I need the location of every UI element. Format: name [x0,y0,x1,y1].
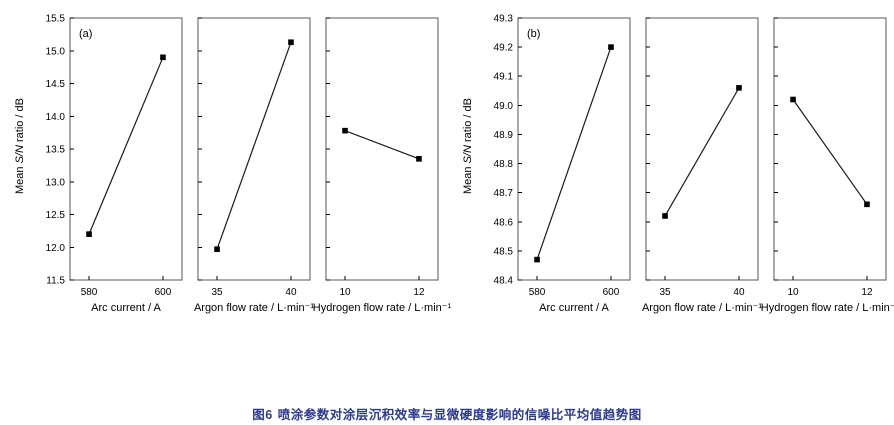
data-point [86,231,92,237]
plot-frame [517,17,631,281]
x-tick-label: 10 [787,287,799,298]
plot-frame [197,17,311,281]
chart-panel: 35 40 Argon flow rate / L·min⁻¹ [642,17,762,314]
caption-number: 图6 [252,408,273,422]
panels-b: 48.4 48.5 48.6 48.7 48.8 48.9 49.0 49.1 49.2 49.3… [476,12,894,320]
x-tick-label: 600 [603,287,620,298]
figure-caption: 图6 喷涂参数对涂层沉积效率与显微硬度影响的信噪比平均值趋势图 [0,404,894,423]
main-effects-figure: Mean S/N ratio / dB 11.5 12.0 12.5 13.0 13.5… [12,12,894,320]
y-tick-label: 13.0 [46,177,66,188]
data-point [662,213,668,219]
plot-frame [645,17,759,281]
x-tick-label: 35 [659,287,671,298]
plot-frame [773,17,887,281]
y-tick-label: 12.0 [46,243,66,254]
y-tick-label: 15.0 [46,46,66,57]
chart-panel: 10 12 Hydrogen flow rate / L·min⁻¹ [761,17,894,314]
data-line [536,46,612,260]
data-point [534,256,540,263]
chart-panel: 11.5 12.0 12.5 13.0 13.5 14.0 14.5 15.0 15.5 580 6… [46,14,183,314]
data-point [608,44,614,50]
y-tick-label: 14.0 [46,112,66,123]
data-line [216,42,292,250]
y-tick-label: 15.5 [46,14,66,25]
x-axis-label: Argon flow rate / L·min⁻¹ [194,302,314,314]
x-tick-label: 600 [155,287,172,298]
plot-frame [325,17,439,281]
data-point [342,127,348,134]
x-tick-label: 12 [413,287,425,298]
panels-a: 11.5 12.0 12.5 13.0 13.5 14.0 14.5 15.0 15.5 580 6… [28,12,452,320]
chart-panel: 35 40 Argon flow rate / L·min⁻¹ [194,17,314,314]
ylabel-prefix: Mean [462,163,474,194]
x-tick-label: 580 [81,287,98,298]
x-axis-label: Hydrogen flow rate / L·min⁻¹ [313,302,452,314]
ylabel-prefix: Mean [14,163,26,194]
data-line [344,130,420,160]
chart-b: Mean S/N ratio / dB 48.4 48.5 48.6 48.7 48.8… [460,12,894,320]
y-tick-label: 12.5 [46,210,66,221]
data-point [790,96,796,103]
y-tick-label: 48.6 [494,217,514,228]
chart-panel: 10 12 Hydrogen flow rate / L·min⁻¹ [313,17,452,314]
y-tick-label: 49.3 [494,14,514,25]
ylabel-suffix: ratio / dB [14,98,26,146]
data-line [792,99,868,205]
ylabel-italic: S/N [14,145,26,164]
y-tick-label: 48.7 [494,188,514,199]
data-point [736,85,742,91]
ylabel-italic: S/N [462,145,474,164]
data-point [416,156,422,162]
chart-panel: 48.4 48.5 48.6 48.7 48.8 48.9 49.0 49.1 49.2 49.3… [494,14,631,314]
y-tick-label: 49.2 [494,43,514,54]
x-tick-label: 40 [733,287,745,298]
x-axis-label: Hydrogen flow rate / L·min⁻¹ [761,302,894,314]
x-tick-label: 12 [861,287,873,298]
chart-a: Mean S/N ratio / dB 11.5 12.0 12.5 13.0 13.5… [12,12,452,320]
data-line [664,87,740,217]
data-point [160,54,166,61]
y-tick-label: 49.1 [494,72,514,83]
x-tick-label: 40 [285,287,297,298]
x-tick-label: 35 [211,287,223,298]
x-axis-label: Argon flow rate / L·min⁻¹ [642,302,762,314]
y-tick-label: 48.9 [494,130,514,141]
y-tick-label: 49.0 [494,101,514,112]
data-point [288,39,294,46]
panel-label: (b) [527,28,540,40]
y-tick-label: 48.4 [494,276,514,287]
caption-text: 喷涂参数对涂层沉积效率与显微硬度影响的信噪比平均值趋势图 [277,408,642,422]
y-tick-label: 13.5 [46,145,66,156]
x-axis-label: Arc current / A [539,302,609,314]
y-tick-label: 11.5 [46,276,65,287]
x-axis-label: Arc current / A [91,302,161,314]
data-point [214,246,220,253]
data-point [864,201,870,208]
panel-label: (a) [79,28,92,40]
ylabel-suffix: ratio / dB [462,98,474,146]
x-tick-label: 580 [529,287,546,298]
x-tick-label: 10 [339,287,351,298]
data-line [88,57,164,235]
y-tick-label: 14.5 [46,79,66,90]
y-tick-label: 48.8 [494,159,514,170]
y-axis-label-a: Mean S/N ratio / dB [12,12,28,280]
y-axis-label-b: Mean S/N ratio / dB [460,12,476,280]
y-tick-label: 48.5 [494,246,514,257]
